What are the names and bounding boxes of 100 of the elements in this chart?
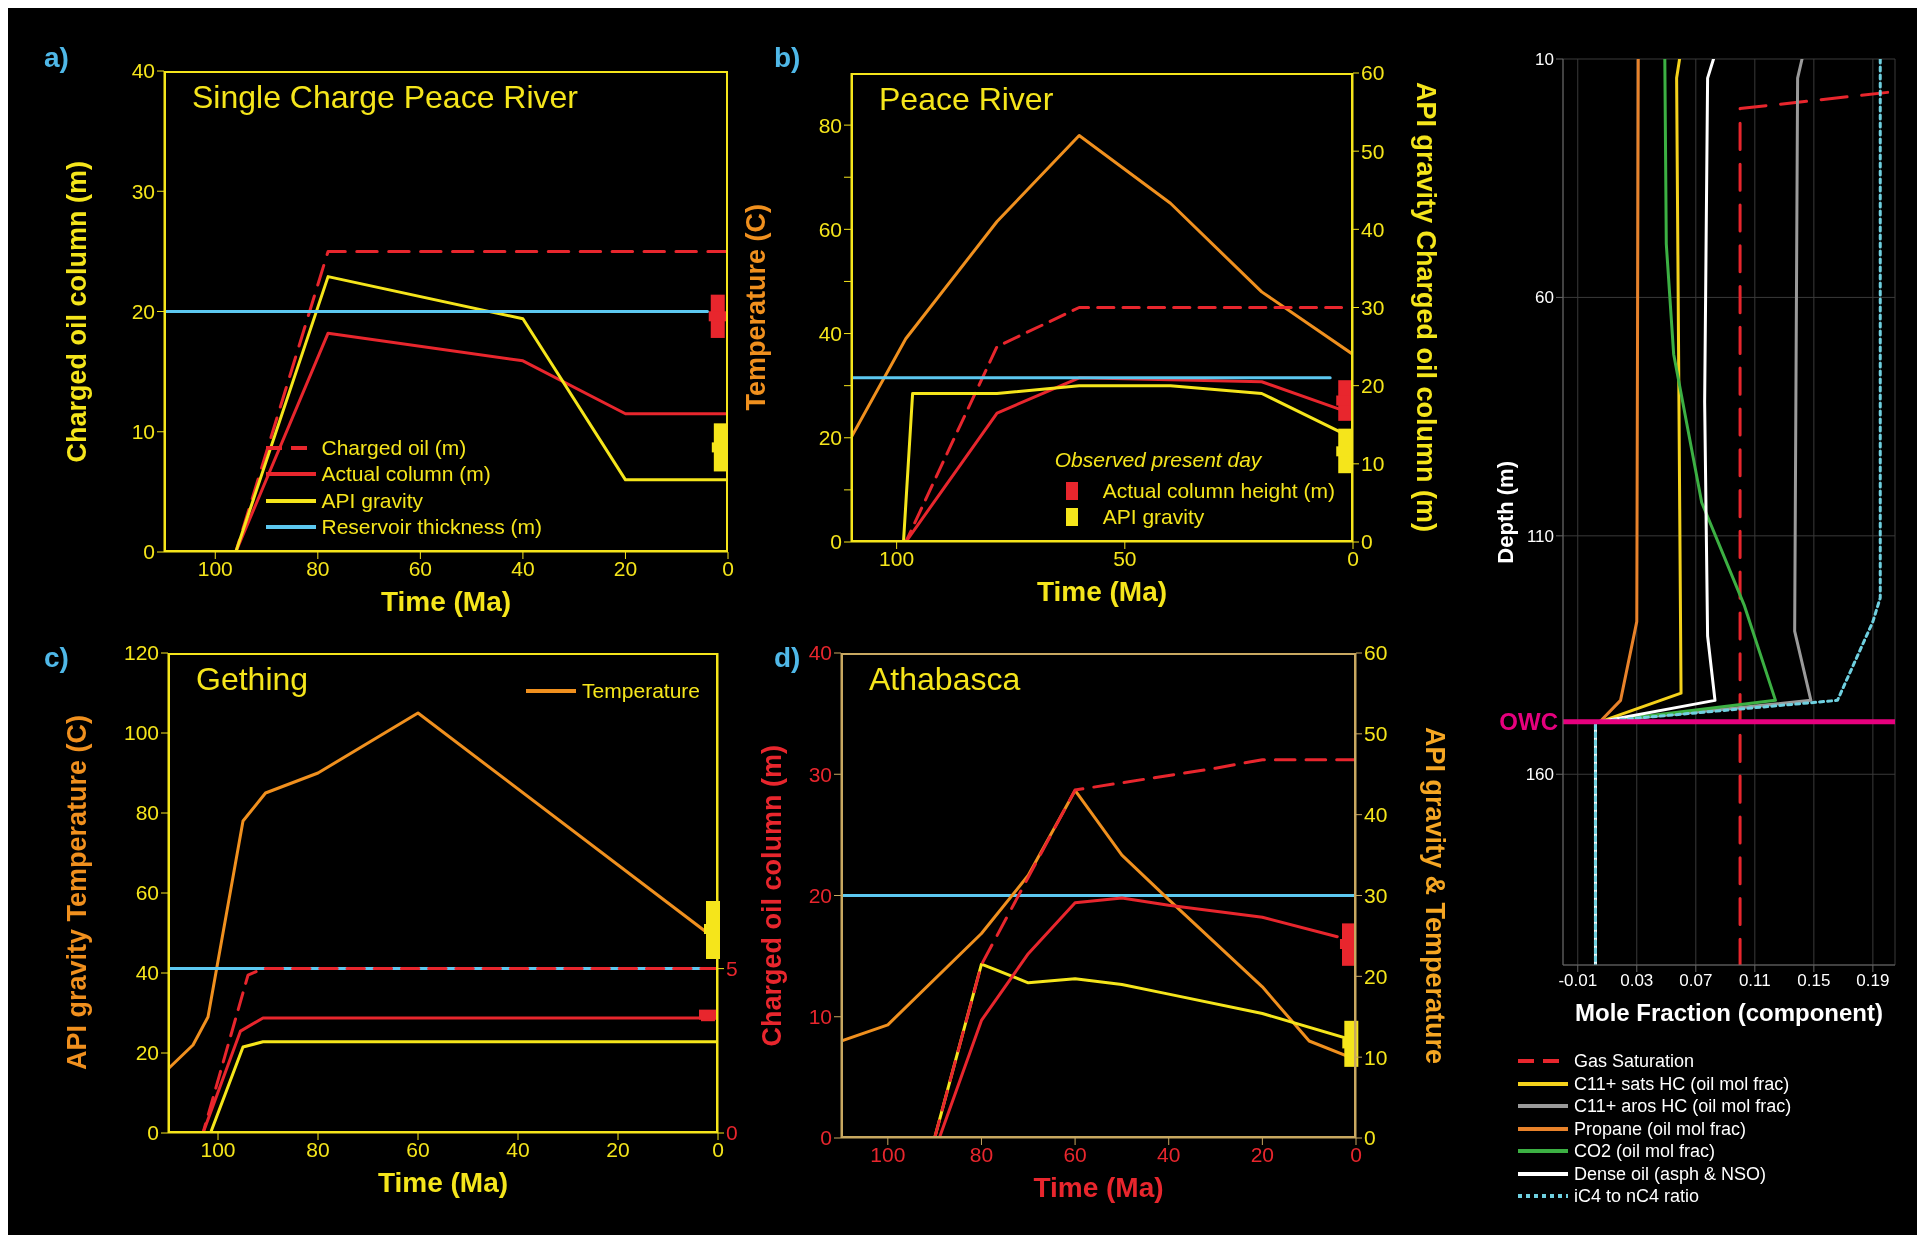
x-tick-label: 40 (1157, 1142, 1181, 1166)
chart-title: Single Charge Peace River (192, 79, 578, 116)
x-tick-label: 80 (306, 556, 330, 580)
y-tick-label: 10 (1535, 50, 1554, 70)
y2-tick-label: 30 (1364, 883, 1388, 907)
x-axis-title: Time (Ma) (1032, 1172, 1165, 1204)
x-tick-label: 60 (408, 556, 433, 580)
y2-tick-label: 50 (1364, 722, 1388, 746)
y2-axis-title: API gravity & Temperature (1418, 726, 1450, 1065)
y-tick-label: 0 (830, 530, 842, 554)
x-tick-label: 50 (1113, 546, 1137, 570)
y2-tick-label: 40 (1361, 217, 1385, 241)
y-tick-label: 30 (808, 762, 832, 786)
legend-label: iC4 to nC4 ratio (1574, 1185, 1700, 1208)
legend-title: Observed present day (1053, 447, 1263, 474)
legend-label: Reservoir thickness (m) (321, 513, 543, 540)
y2-tick-label: 0 (1361, 530, 1373, 554)
y-tick-label: 30 (131, 179, 155, 203)
y-axis-title: Charged oil column (m) (61, 160, 93, 463)
y-tick-label: 20 (818, 426, 842, 450)
y-tick-label: 60 (135, 881, 159, 905)
x-tick-label: 100 (197, 556, 233, 580)
y-tick-label: 40 (131, 59, 155, 83)
ref-line-label: OWC (1499, 708, 1558, 736)
legend-label: API gravity (321, 487, 424, 514)
y2-tick-label: 10 (1361, 452, 1385, 476)
legend-label: Propane (oil mol frac) (1574, 1117, 1747, 1140)
y2-tick-label: 40 (1364, 803, 1388, 827)
x-tick-label: 100 (200, 1137, 236, 1161)
y-tick-label: 120 (123, 641, 159, 665)
y-tick-label: 20 (808, 883, 832, 907)
chart-title: Peace River (879, 81, 1054, 118)
x-tick-label: 80 (969, 1142, 994, 1166)
x-tick-label: 80 (306, 1137, 330, 1161)
x-tick-label: 40 (511, 556, 535, 580)
legend-label: Dense oil (asph & NSO) (1574, 1162, 1767, 1185)
y-tick-label: 60 (818, 217, 842, 241)
x-axis-title: Mole Fraction (component) (1574, 999, 1884, 1027)
y-tick-label: 110 (1526, 526, 1554, 546)
legend-label: API gravity (1102, 503, 1205, 530)
legend-label: CO2 (oil mol frac) (1574, 1140, 1716, 1163)
x-tick-label: 0 (722, 556, 734, 580)
text: b) (774, 42, 801, 74)
legend-label: Actual column height (m) (1102, 477, 1335, 504)
y-tick-label: 100 (123, 721, 159, 745)
y-tick-label: 0 (147, 1121, 159, 1145)
x-tick-label: 100 (879, 546, 915, 570)
y2-tick-label: 60 (1364, 641, 1388, 665)
y-axis-title: Temperature (C) (740, 204, 772, 411)
x-tick-label: 20 (1250, 1142, 1275, 1166)
y-tick-label: 80 (135, 801, 159, 825)
text: d) (774, 642, 801, 674)
y2-axis-title: API gravity Charged oil column (m) (1409, 82, 1441, 533)
x-tick-label: 60 (406, 1137, 430, 1161)
legend-label: Temperature (582, 678, 700, 704)
y-tick-label: 20 (135, 1041, 159, 1065)
y-tick-label: 40 (818, 322, 842, 346)
x-tick-label: 0 (1350, 1142, 1362, 1166)
x-tick-label: 0.03 (1620, 971, 1654, 991)
x-tick-label: 0.11 (1738, 971, 1771, 991)
y2-tick-label: 10 (1364, 1045, 1388, 1069)
y-tick-label: 60 (1535, 288, 1554, 308)
legend-label: Charged oil (m) (321, 435, 467, 461)
x-tick-label: -0.01 (1558, 971, 1598, 991)
legend-label: C11+ sats HC (oil mol frac) (1574, 1072, 1790, 1095)
text: a) (44, 42, 69, 74)
y-tick-label: 10 (131, 420, 155, 444)
x-tick-label: 0.15 (1797, 971, 1831, 991)
y2-tick-label: 50 (1361, 139, 1385, 163)
y-tick-label: 40 (808, 641, 832, 665)
x-axis-title: Time (Ma) (376, 1167, 510, 1199)
y-axis-title: Charged oil column (m) (756, 744, 788, 1047)
x-tick-label: 60 (1063, 1142, 1087, 1166)
y-tick-label: 20 (131, 299, 155, 323)
legend-label: C11+ aros HC (oil mol frac) (1574, 1095, 1792, 1118)
y2-tick-label: 0 (726, 1121, 738, 1145)
y-axis-title: Depth (m) (1493, 460, 1519, 564)
y2-tick-label: 60 (1361, 61, 1385, 85)
text: c) (44, 642, 69, 674)
legend-label: Gas Saturation (1574, 1050, 1695, 1073)
legend-label: Actual column (m) (321, 461, 491, 488)
chart-title: Athabasca (869, 661, 1021, 698)
x-tick-label: 20 (613, 556, 638, 580)
y-tick-label: 10 (808, 1005, 832, 1029)
y-tick-label: 80 (818, 113, 842, 137)
y-tick-label: 160 (1525, 765, 1554, 785)
y2-tick-label: 20 (1361, 374, 1385, 398)
x-axis-title: Time (Ma) (379, 586, 513, 618)
y-axis-title: API gravity Temperature (C) (61, 715, 93, 1071)
x-tick-label: 0.07 (1679, 971, 1713, 991)
x-tick-label: 0 (712, 1137, 724, 1161)
x-tick-label: 100 (870, 1142, 906, 1166)
x-tick-label: 0.19 (1856, 971, 1890, 991)
y2-tick-label: 5 (726, 957, 738, 981)
x-axis-title: Time (Ma) (1035, 576, 1169, 608)
chart-title: Gething (196, 661, 309, 698)
x-tick-label: 20 (606, 1137, 630, 1161)
x-tick-label: 40 (506, 1137, 530, 1161)
x-tick-label: 0 (1347, 546, 1359, 570)
y2-tick-label: 30 (1361, 295, 1385, 319)
